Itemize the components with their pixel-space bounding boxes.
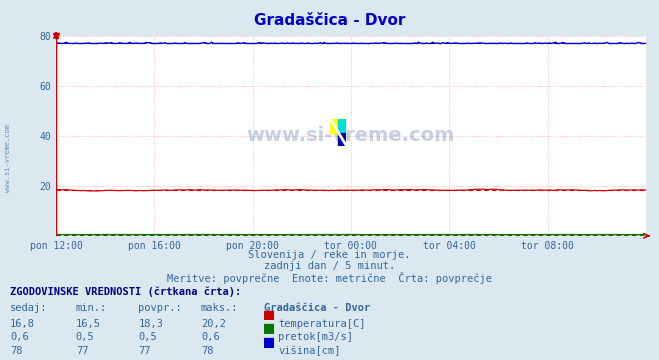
Text: 0,6: 0,6 <box>10 332 28 342</box>
Text: Gradaščica - Dvor: Gradaščica - Dvor <box>264 303 370 314</box>
Bar <box>338 132 347 146</box>
Text: maks.:: maks.: <box>201 303 239 314</box>
Text: Slovenija / reke in morje.: Slovenija / reke in morje. <box>248 250 411 260</box>
Text: 78: 78 <box>201 346 214 356</box>
Text: povpr.:: povpr.: <box>138 303 182 314</box>
Text: sedaj:: sedaj: <box>10 303 47 314</box>
Text: Meritve: povprečne  Enote: metrične  Črta: povprečje: Meritve: povprečne Enote: metrične Črta:… <box>167 272 492 284</box>
Text: 16,8: 16,8 <box>10 319 35 329</box>
Text: min.:: min.: <box>76 303 107 314</box>
Bar <box>264 324 274 333</box>
Text: 20,2: 20,2 <box>201 319 226 329</box>
Text: višina[cm]: višina[cm] <box>278 346 341 356</box>
Text: Gradaščica - Dvor: Gradaščica - Dvor <box>254 13 405 28</box>
Bar <box>264 338 274 347</box>
Text: 0,6: 0,6 <box>201 332 219 342</box>
Bar <box>338 119 347 132</box>
Text: ZGODOVINSKE VREDNOSTI (črtkana črta):: ZGODOVINSKE VREDNOSTI (črtkana črta): <box>10 286 241 297</box>
Bar <box>330 119 338 132</box>
Text: 78: 78 <box>10 346 22 356</box>
Text: zadnji dan / 5 minut.: zadnji dan / 5 minut. <box>264 261 395 271</box>
Text: 0,5: 0,5 <box>76 332 94 342</box>
Text: 16,5: 16,5 <box>76 319 101 329</box>
Text: 18,3: 18,3 <box>138 319 163 329</box>
Text: temperatura[C]: temperatura[C] <box>278 319 366 329</box>
Text: 77: 77 <box>76 346 88 356</box>
Bar <box>264 311 274 319</box>
Text: www.si-vreme.com: www.si-vreme.com <box>5 125 11 192</box>
Text: 77: 77 <box>138 346 151 356</box>
Text: pretok[m3/s]: pretok[m3/s] <box>278 332 353 342</box>
Text: 0,5: 0,5 <box>138 332 157 342</box>
Text: www.si-vreme.com: www.si-vreme.com <box>246 126 455 145</box>
